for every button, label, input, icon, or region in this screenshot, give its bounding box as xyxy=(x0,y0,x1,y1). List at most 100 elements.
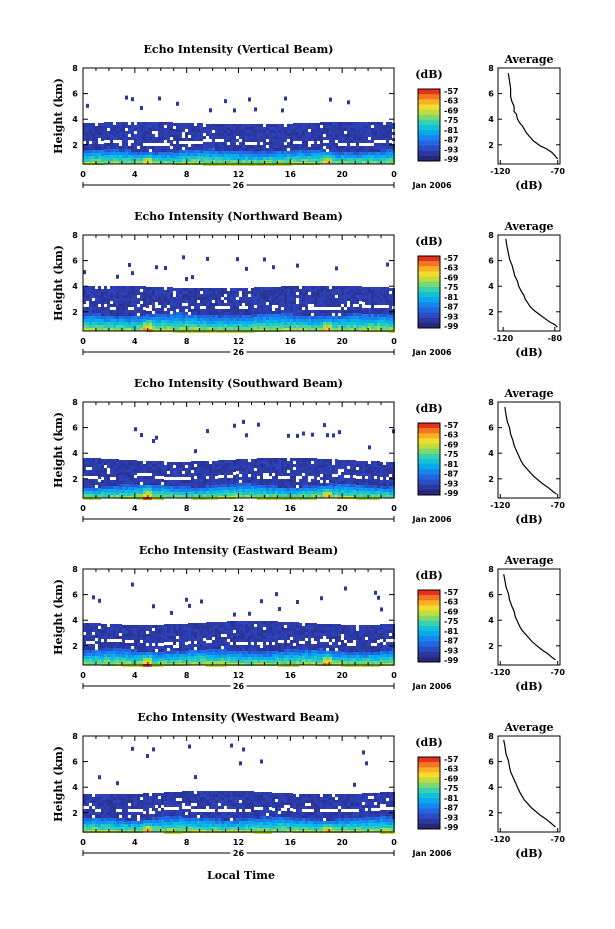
heatmap-cell xyxy=(224,475,227,478)
heatmap-cell xyxy=(374,482,377,485)
heatmap-cell xyxy=(119,319,122,322)
heatmap-cell xyxy=(140,658,143,661)
heatmap-cell xyxy=(359,295,362,298)
heatmap-cell xyxy=(263,142,266,145)
heatmap-cell xyxy=(353,161,356,164)
heatmap-cell xyxy=(155,467,158,470)
heatmap-cell xyxy=(209,160,212,163)
heatmap-cell xyxy=(158,314,161,317)
heatmap-cell xyxy=(152,658,155,661)
heatmap-cell xyxy=(83,301,86,304)
heatmap-cell xyxy=(197,476,200,479)
heatmap-cell xyxy=(371,158,374,161)
heatmap-cell xyxy=(173,657,176,660)
heatmap-cell xyxy=(131,582,134,587)
heatmap-cell xyxy=(170,125,173,128)
heatmap-cell xyxy=(101,138,104,141)
heatmap-cell xyxy=(338,131,341,134)
heatmap-cell xyxy=(110,137,113,140)
heatmap-cell xyxy=(95,328,98,331)
heatmap-cell xyxy=(278,311,281,314)
colorbar-swatch xyxy=(418,292,440,298)
heatmap-cell xyxy=(200,599,203,604)
y-axis-label: Height (km) xyxy=(52,78,65,154)
heatmap-cell xyxy=(323,149,326,152)
heatmap-cell xyxy=(140,152,143,155)
heatmap-cell xyxy=(377,482,380,485)
heatmap-cell xyxy=(182,492,185,495)
heatmap-cell xyxy=(332,292,335,295)
heatmap-cell xyxy=(281,142,284,145)
heatmap-cell xyxy=(377,131,380,134)
heatmap-cell xyxy=(305,150,308,153)
heatmap-cell xyxy=(95,494,98,497)
heatmap-cell xyxy=(197,291,200,294)
heatmap-cell xyxy=(92,629,95,632)
heatmap-cell xyxy=(350,460,353,463)
heatmap-cell xyxy=(176,300,179,303)
heatmap-cell xyxy=(200,461,203,464)
heatmap-cell xyxy=(293,494,296,497)
heatmap-cell xyxy=(305,494,308,497)
heatmap-cell xyxy=(338,289,341,292)
heatmap-cell xyxy=(176,465,179,468)
heatmap-cell xyxy=(194,147,197,150)
heatmap-cell xyxy=(377,302,380,305)
heatmap-cell xyxy=(146,314,149,317)
heatmap-cell xyxy=(155,320,158,323)
heatmap-cell xyxy=(293,473,296,476)
heatmap-cell xyxy=(113,152,116,155)
profile-x-label: (dB) xyxy=(515,513,542,526)
heatmap-cell xyxy=(350,289,353,292)
heatmap-cell xyxy=(122,322,125,325)
heatmap-cell xyxy=(377,485,380,488)
heatmap-cell xyxy=(329,146,332,149)
heatmap-cell xyxy=(260,458,263,461)
heatmap-cell xyxy=(287,157,290,160)
heatmap-cell xyxy=(284,160,287,163)
heatmap-cell xyxy=(389,122,392,125)
heatmap-cell xyxy=(311,147,314,150)
heatmap-cell xyxy=(380,492,383,495)
heatmap-cell xyxy=(368,485,371,488)
heatmap-cell xyxy=(188,480,191,483)
heatmap-cell xyxy=(242,327,245,330)
heatmap-cell xyxy=(368,161,371,164)
heatmap-cell xyxy=(284,289,287,292)
heatmap-cell xyxy=(83,650,86,653)
heatmap-cell xyxy=(179,624,182,627)
heatmap-cell xyxy=(137,485,140,488)
profile-line xyxy=(505,238,558,328)
heatmap-cell xyxy=(359,467,362,470)
heatmap-cell xyxy=(197,153,200,156)
heatmap-cell xyxy=(107,131,110,134)
heatmap-cell xyxy=(167,320,170,323)
heatmap-cell xyxy=(92,464,95,467)
panel-1: Echo Intensity (Vertical Beam)Height (km… xyxy=(52,43,565,192)
heatmap-cell xyxy=(299,461,302,464)
heatmap-cell xyxy=(230,312,233,315)
heatmap-cell xyxy=(188,327,191,330)
heatmap-cell xyxy=(263,488,266,491)
heatmap-cell xyxy=(164,630,167,633)
heatmap-cell xyxy=(338,316,341,319)
heatmap-cell xyxy=(101,292,104,295)
heatmap-cell xyxy=(203,154,206,157)
heatmap-cell xyxy=(146,137,149,140)
heatmap-cell xyxy=(146,122,149,125)
heatmap-cell xyxy=(371,476,374,479)
heatmap-cell xyxy=(299,325,302,328)
heatmap-cell xyxy=(335,158,338,161)
heatmap-cell xyxy=(209,482,212,485)
heatmap-cell xyxy=(290,325,293,328)
heatmap-cell xyxy=(161,473,164,476)
heatmap-cell xyxy=(269,305,272,308)
heatmap-cell xyxy=(353,298,356,301)
heatmap-cell xyxy=(209,488,212,491)
heatmap-cell xyxy=(341,322,344,325)
heatmap-cell xyxy=(197,309,200,312)
heatmap-cell xyxy=(152,296,155,299)
heatmap-cell xyxy=(248,465,251,468)
heatmap-cell xyxy=(254,127,257,130)
heatmap-cell xyxy=(125,134,128,137)
